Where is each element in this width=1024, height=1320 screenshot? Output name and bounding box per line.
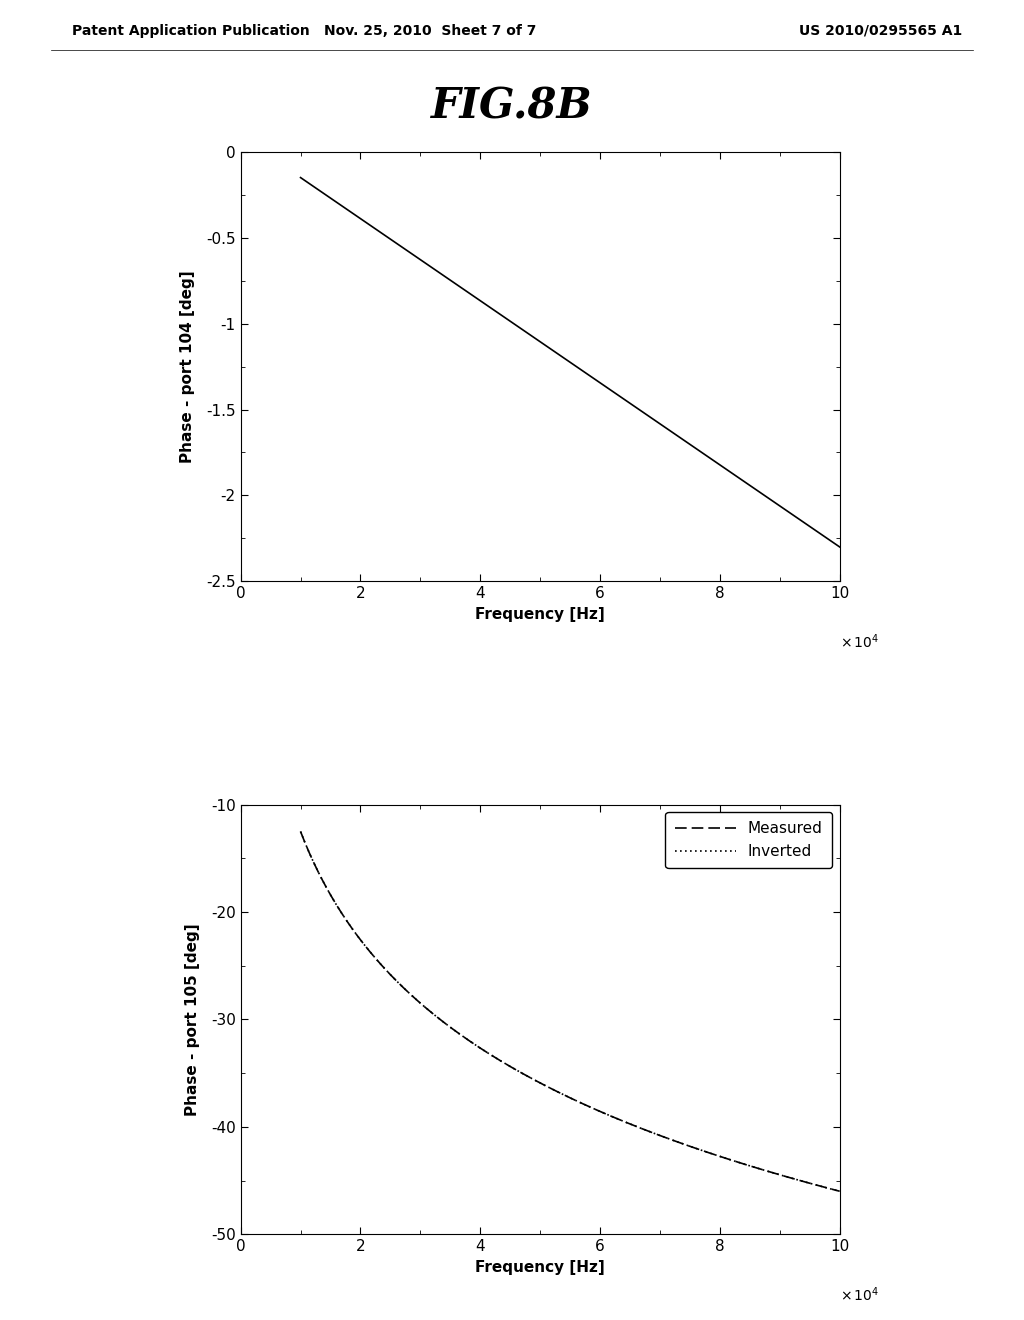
Text: $\times\,10^4$: $\times\,10^4$: [840, 1286, 879, 1304]
Measured: [834, 1183, 846, 1199]
Text: Patent Application Publication: Patent Application Publication: [72, 24, 309, 38]
Measured: [586, 1100, 598, 1115]
X-axis label: Frequency [Hz]: Frequency [Hz]: [475, 1259, 605, 1275]
Y-axis label: Phase - port 104 [deg]: Phase - port 104 [deg]: [180, 271, 195, 463]
Measured: [615, 1113, 628, 1129]
Inverted: [736, 1155, 749, 1171]
Text: FIG.8B: FIG.8B: [431, 86, 593, 128]
Text: $\times\,10^4$: $\times\,10^4$: [840, 632, 879, 652]
Measured: [554, 1085, 566, 1101]
Measured: [295, 824, 307, 840]
X-axis label: Frequency [Hz]: Frequency [Hz]: [475, 607, 605, 622]
Inverted: [834, 1183, 846, 1199]
Legend: Measured, Inverted: Measured, Inverted: [666, 812, 833, 869]
Y-axis label: Phase - port 105 [deg]: Phase - port 105 [deg]: [184, 923, 200, 1115]
Inverted: [820, 1180, 833, 1196]
Text: Nov. 25, 2010  Sheet 7 of 7: Nov. 25, 2010 Sheet 7 of 7: [324, 24, 537, 38]
Inverted: [295, 824, 307, 840]
Measured: [820, 1180, 833, 1196]
Line: Measured: Measured: [301, 832, 840, 1191]
Inverted: [554, 1085, 566, 1101]
Measured: [736, 1155, 749, 1171]
Measured: [551, 1084, 563, 1100]
Inverted: [615, 1113, 628, 1129]
Text: US 2010/0295565 A1: US 2010/0295565 A1: [799, 24, 962, 38]
Inverted: [586, 1100, 598, 1115]
Line: Inverted: Inverted: [301, 832, 840, 1191]
Inverted: [551, 1084, 563, 1100]
